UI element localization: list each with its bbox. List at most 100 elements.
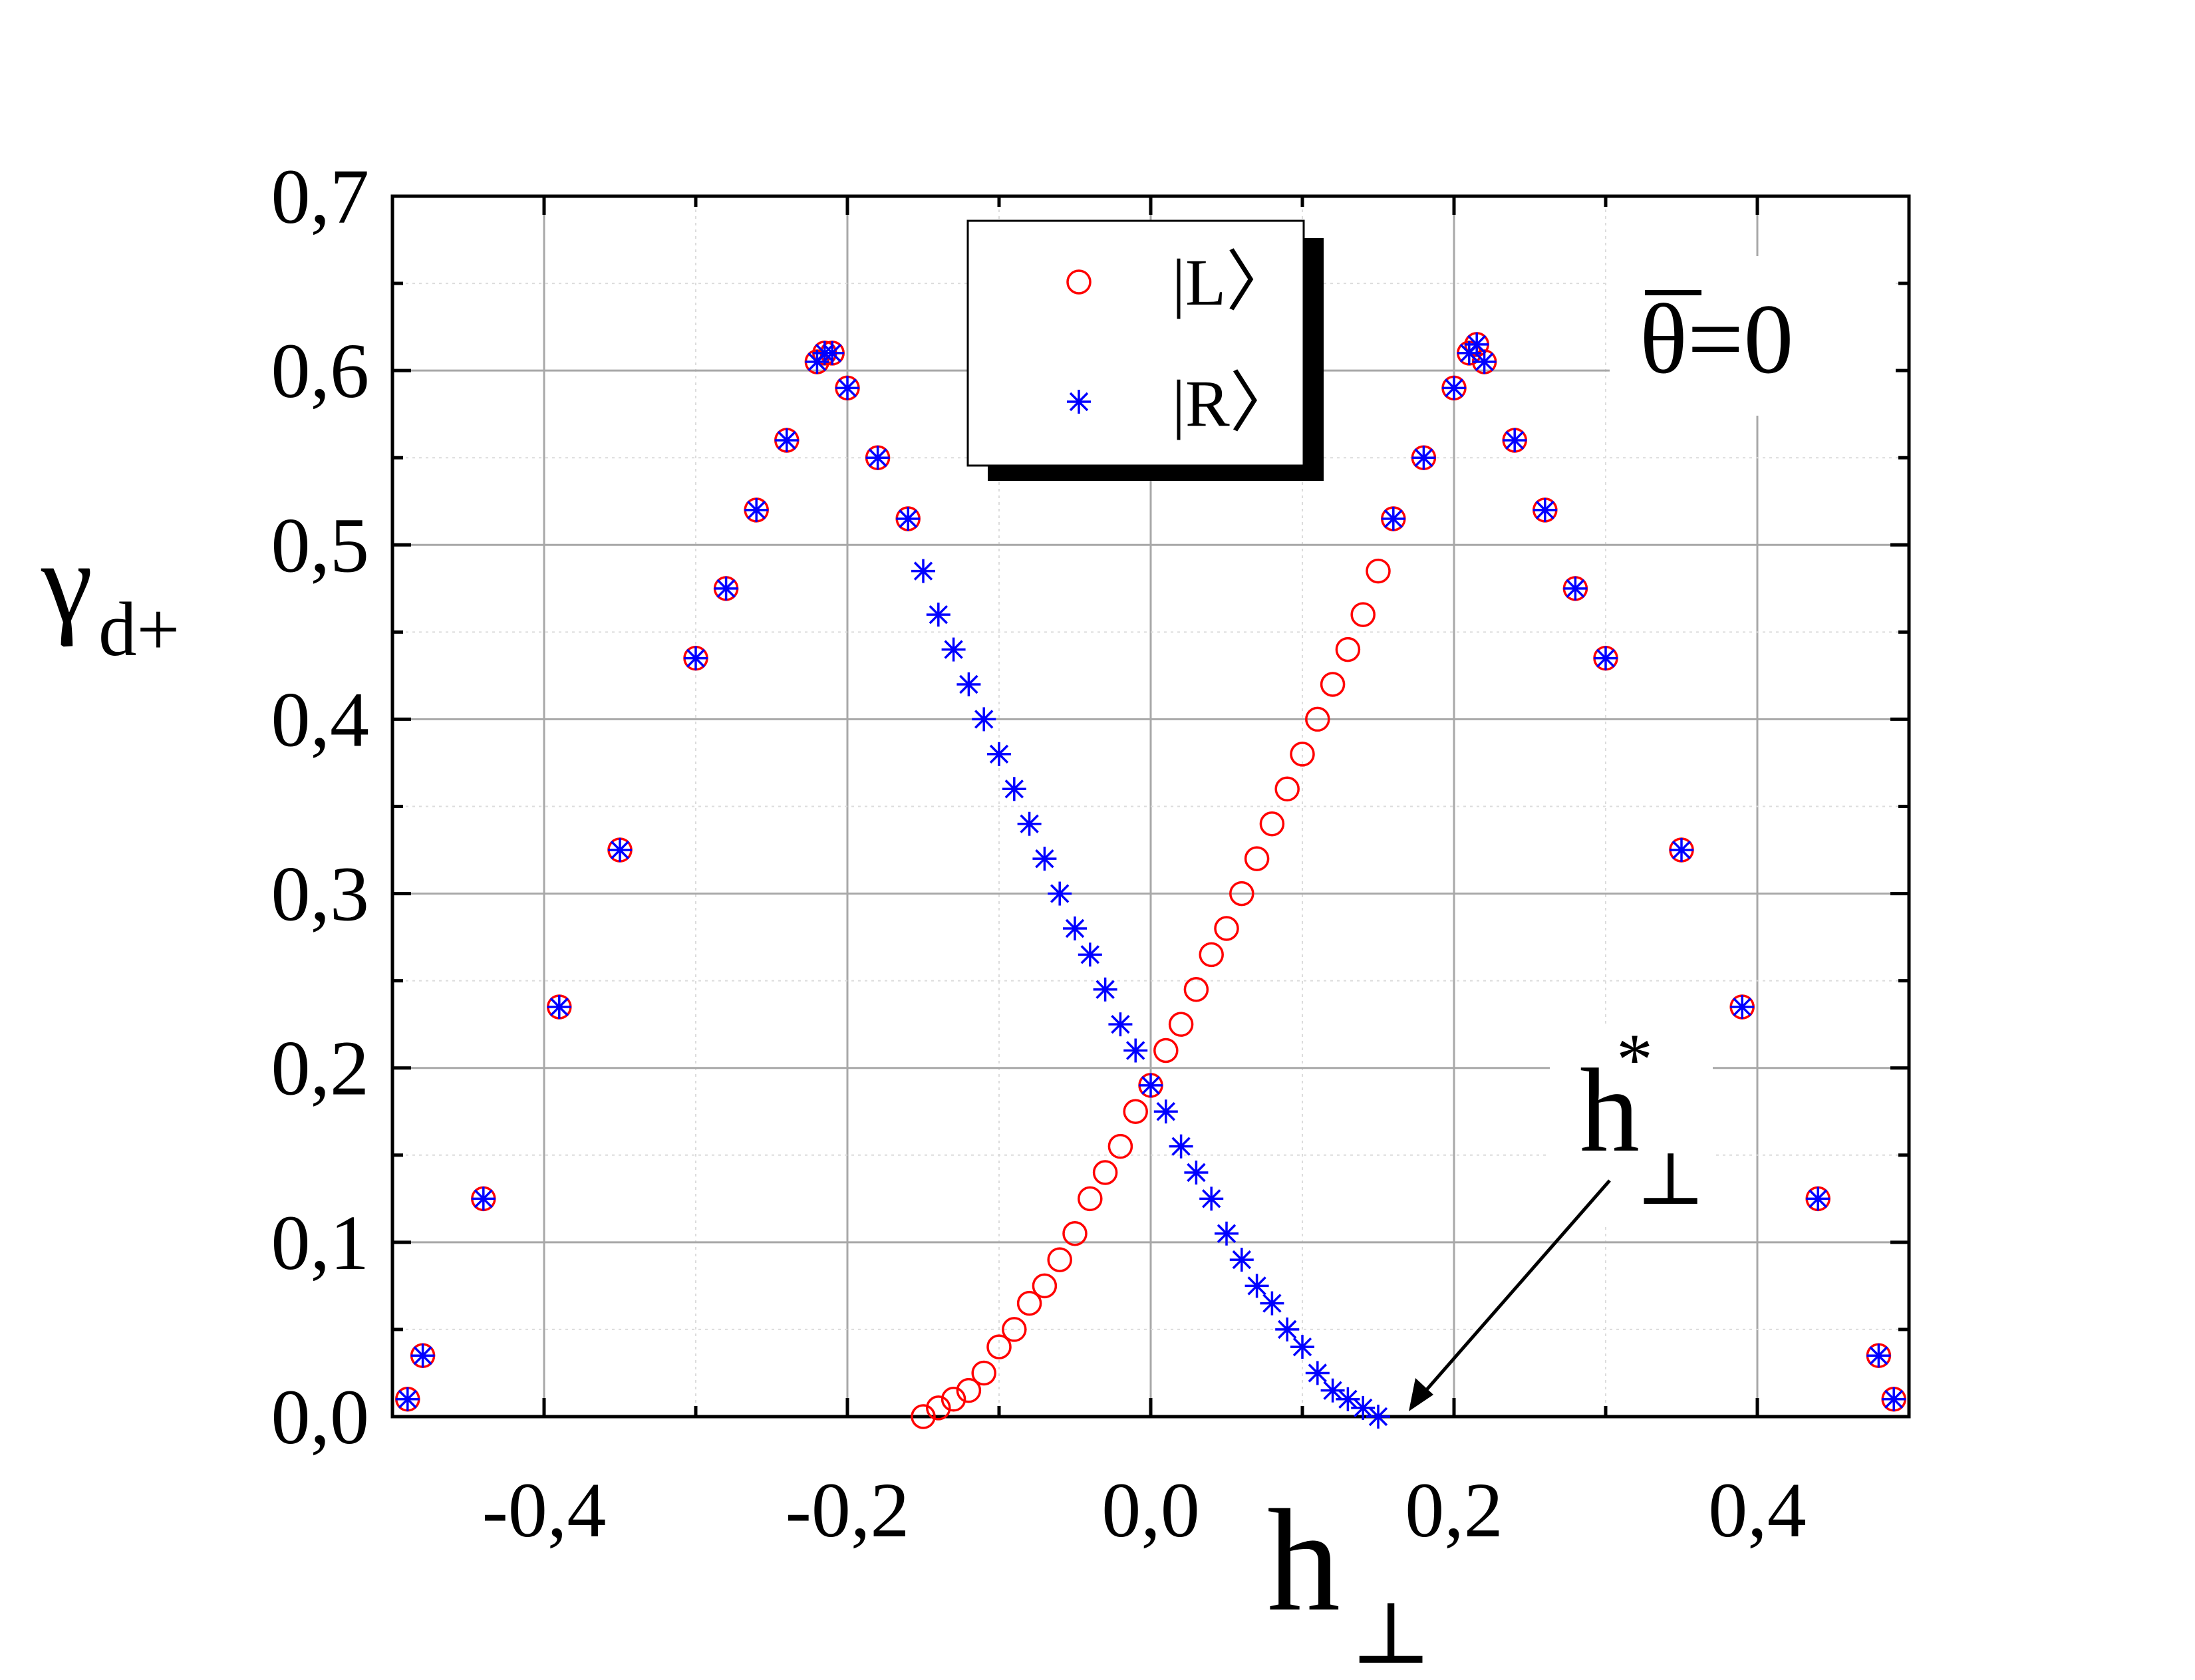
data-point-R [1275, 1317, 1300, 1341]
data-point-R [1139, 1073, 1163, 1097]
data-point-L [1107, 1133, 1133, 1159]
data-point-R [1320, 1378, 1345, 1403]
x-tick-label: 0,0 [1101, 1467, 1200, 1554]
data-point-R [1017, 811, 1042, 836]
data-point-R [1290, 1335, 1314, 1359]
theta-annotation-bg [1610, 256, 1896, 416]
data-point-R [1882, 1387, 1906, 1411]
data-point-R [1108, 1012, 1133, 1037]
data-point-R [956, 672, 981, 696]
data-point-R [1806, 1187, 1830, 1211]
axis-ticks [390, 194, 1911, 1419]
x-tick-label: 0,2 [1405, 1467, 1503, 1554]
data-point-L [1350, 602, 1376, 627]
data-point-L [1092, 1160, 1118, 1185]
legend-asterisk-marker [1067, 390, 1091, 414]
data-point-R [1465, 332, 1489, 356]
legend-label-L: |L〉 [1172, 245, 1292, 319]
legend-box [966, 219, 1305, 467]
x-axis-label-subscript: ⊥ [1350, 1586, 1431, 1680]
data-point-L [1047, 1247, 1072, 1272]
data-point-R [1305, 1361, 1330, 1385]
y-tick-labels: 0,0 0,1 0,2 0,3 0,4 0,5 0,6 0,7 [271, 153, 370, 1461]
data-point-R [1153, 1099, 1178, 1124]
hstar-arrow-head [1409, 1378, 1433, 1411]
data-point-L [1320, 672, 1346, 697]
data-point-R [471, 1187, 496, 1211]
data-point-R [1563, 576, 1588, 601]
x-tick-label: -0,2 [786, 1467, 910, 1554]
y-tick-label: 0,6 [271, 327, 370, 414]
data-point-R [1503, 428, 1527, 452]
legend-marker-R [1067, 390, 1091, 414]
data-point-R [684, 646, 708, 670]
y-tick-label: 0,5 [271, 501, 370, 589]
y-tick-label: 0,3 [271, 851, 370, 938]
data-point-R [911, 559, 935, 583]
data-point-R [941, 637, 966, 662]
data-point-R [1260, 1291, 1284, 1316]
data-point-L [1335, 636, 1361, 662]
data-point-R [1533, 497, 1557, 522]
data-point-L [911, 1404, 936, 1429]
data-point-R [1184, 1161, 1209, 1185]
y-axis-label-subscript: d+ [98, 587, 180, 672]
data-point-L [1153, 1038, 1179, 1063]
data-point-L [1214, 916, 1239, 941]
data-point-L [1305, 706, 1330, 732]
y-axis-label: γ [41, 518, 92, 647]
data-point-R [395, 1387, 420, 1411]
data-point-R [1442, 376, 1466, 400]
data-point-R [1670, 838, 1693, 863]
data-point-R [1381, 506, 1405, 531]
data-point-L [1123, 1099, 1148, 1124]
data-point-R [1032, 847, 1057, 871]
data-point-L [1274, 776, 1300, 802]
data-point-R [1472, 350, 1497, 374]
data-point-R [1169, 1134, 1193, 1159]
y-tick-label: 0,7 [271, 153, 370, 240]
hstar-annotation-bg [1550, 1028, 1713, 1227]
x-tick-labels: -0,4 -0,2 0,0 0,2 0,4 [482, 1467, 1807, 1554]
data-point-R [1199, 1187, 1224, 1211]
data-point-R [1215, 1221, 1239, 1246]
data-point-R [820, 341, 845, 365]
hstar-label: h [1580, 1044, 1640, 1177]
data-point-R [1093, 977, 1117, 1002]
data-point-L [1183, 977, 1209, 1002]
y-tick-label: 0,2 [271, 1025, 370, 1112]
data-point-R [744, 497, 769, 522]
legend: |L〉 |R〉 [966, 219, 1324, 481]
data-point-R [1594, 646, 1618, 670]
x-axis-label: h [1267, 1479, 1340, 1641]
theta-annotation: θ=0 [1640, 284, 1793, 394]
y-tick-label: 0,0 [271, 1373, 370, 1461]
data-point-L [971, 1360, 996, 1386]
data-point-R [1866, 1343, 1891, 1368]
data-point-R [987, 742, 1011, 766]
data-point-L [1016, 1290, 1042, 1316]
y-tick-label: 0,1 [271, 1199, 370, 1286]
data-point-R [1229, 1248, 1254, 1272]
data-point-L [1244, 846, 1270, 871]
hstar-arrow-line [1422, 1179, 1611, 1395]
data-point-L [1002, 1317, 1027, 1342]
data-point-L [1290, 742, 1315, 767]
data-point-R [774, 428, 799, 452]
data-point-R [896, 506, 921, 531]
hstar-superscript: * [1616, 1019, 1653, 1100]
legend-circle-marker [1066, 269, 1092, 295]
data-point-R [1366, 1405, 1390, 1429]
data-point-R [547, 994, 571, 1019]
data-point-L [1168, 1012, 1194, 1037]
hstar-subscript: ⊥ [1636, 1139, 1705, 1220]
x-tick-label: 0,4 [1708, 1467, 1807, 1554]
data-point-L [941, 1387, 966, 1412]
data-point-R [1244, 1274, 1269, 1298]
data-point-R [972, 707, 996, 732]
data-point-L [1062, 1221, 1088, 1246]
data-point-L [926, 1395, 951, 1421]
data-point-R [1123, 1038, 1148, 1063]
data-point-L [1229, 881, 1254, 907]
series-R [395, 332, 1906, 1429]
